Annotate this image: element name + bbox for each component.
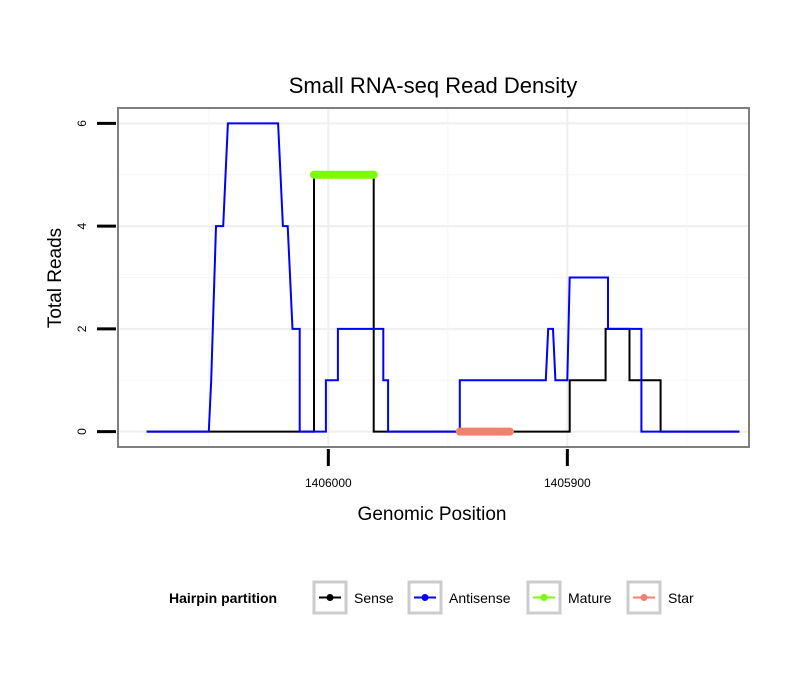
legend-item-star: Star — [626, 580, 694, 615]
legend-item-sense: Sense — [312, 580, 394, 615]
y-tick-label: 0 — [75, 428, 89, 435]
y-tick-label: 2 — [75, 325, 89, 332]
series-line-antisense — [146, 122, 740, 433]
legend-label: Star — [668, 590, 694, 606]
gridlines — [118, 108, 749, 447]
x-axis: 1406000 1405900 — [305, 449, 591, 490]
legend-key-point — [540, 594, 548, 601]
legend-label: Antisense — [449, 590, 511, 606]
legend-key-point — [640, 594, 648, 601]
y-tick-label: 4 — [75, 222, 89, 229]
y-axis: 0 2 4 6 — [75, 120, 116, 435]
x-axis-label: Genomic Position — [358, 504, 507, 525]
legend-item-mature: Mature — [526, 580, 612, 615]
x-tick-label: 1406000 — [305, 476, 352, 490]
x-tick-label: 1405900 — [544, 476, 591, 490]
legend-title: Hairpin partition — [169, 590, 277, 606]
legend-key-point — [421, 594, 429, 601]
partition-segments — [309, 170, 514, 436]
chart-title: Small RNA-seq Read Density — [289, 73, 578, 98]
legend: Hairpin partition Sense Antisense Mature St… — [169, 580, 694, 615]
plot-border — [117, 107, 750, 448]
legend-label: Sense — [354, 590, 394, 606]
legend-key-point — [326, 594, 334, 601]
legend-item-antisense: Antisense — [407, 580, 511, 615]
y-tick-label: 6 — [75, 120, 89, 127]
legend-label: Mature — [568, 590, 612, 606]
y-axis-label: Total Reads — [45, 228, 66, 328]
